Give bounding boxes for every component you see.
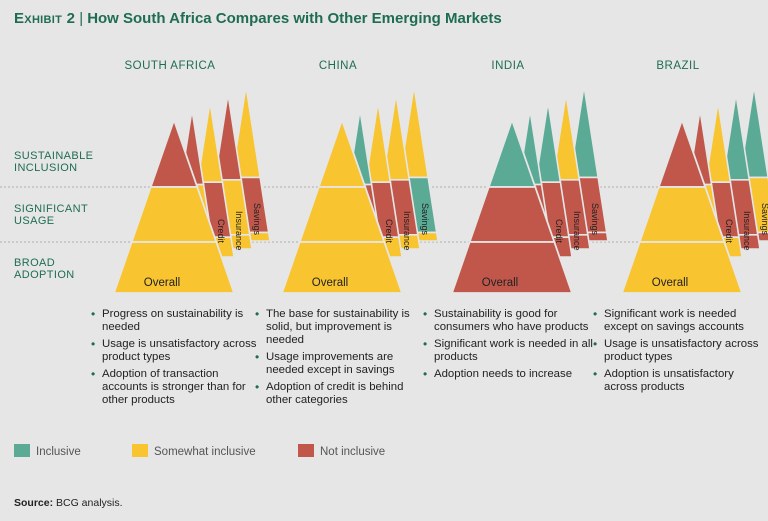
product-label: Credit: [724, 219, 734, 244]
overall-pyramid: Overall: [620, 117, 744, 294]
bullet-item: Significant work is needed in all produc…: [423, 338, 599, 364]
overall-pyramid: Overall: [450, 117, 574, 294]
product-label: Credit: [554, 219, 564, 244]
bullet-item: The base for sustainability is solid, bu…: [255, 308, 431, 347]
overall-pyramid: Overall: [280, 117, 404, 294]
legend-swatch: [14, 444, 30, 457]
bullet-item: Usage is unsatisfactory across product t…: [91, 338, 267, 364]
row-label: SUSTAINABLE: [14, 150, 93, 162]
market-title: CHINA: [319, 60, 357, 72]
overall-band: [280, 241, 404, 294]
overall-label: Overall: [144, 277, 180, 289]
legend-not-inclusive: Not inclusive: [298, 444, 385, 458]
bullet-item: Progress on sustainability is needed: [91, 308, 267, 334]
product-label: Insurance: [234, 211, 244, 251]
legend-inclusive: Inclusive: [14, 444, 81, 458]
overall-band: [450, 241, 574, 294]
market-title: INDIA: [491, 60, 524, 72]
bullet-item: Adoption needs to increase: [423, 368, 599, 381]
product-label: Savings: [590, 203, 600, 236]
exhibit-number: Exhibit 2: [14, 10, 76, 27]
legend-swatch: [298, 444, 314, 457]
market-china: CHINASavingsInsuranceCreditTransactionOv…: [280, 60, 439, 294]
title-separator: |: [79, 10, 84, 27]
bullet-item: Adoption of credit is behind other categ…: [255, 381, 431, 407]
bullet-item: Usage improvements are needed except in …: [255, 351, 431, 377]
legend-label: Not inclusive: [320, 446, 386, 458]
product-label: Savings: [252, 203, 262, 236]
row-label: ADOPTION: [14, 269, 75, 281]
market-south-africa: SOUTH AFRICASavingsInsuranceCreditTransa…: [112, 60, 271, 294]
exhibit-heading: How South Africa Compares with Other Eme…: [87, 10, 502, 27]
row-label: USAGE: [14, 215, 55, 227]
market-bullets-brazil: Significant work is needed except on sav…: [590, 308, 768, 398]
source-note: Source: BCG analysis.: [14, 497, 123, 509]
product-label: Insurance: [402, 211, 412, 251]
market-bullets-china: The base for sustainability is solid, bu…: [252, 308, 431, 411]
source-text: BCG analysis.: [53, 497, 123, 509]
market-bullets-south-africa: Progress on sustainability is needed Usa…: [88, 308, 267, 411]
legend-somewhat-inclusive: Somewhat inclusive: [132, 444, 256, 458]
overall-label: Overall: [482, 277, 518, 289]
market-title: SOUTH AFRICA: [125, 60, 216, 72]
legend-swatch: [132, 444, 148, 457]
overall-pyramid: Overall: [112, 117, 236, 294]
product-label: Savings: [420, 203, 430, 236]
bullet-item: Adoption of transaction accounts is stro…: [91, 368, 267, 407]
row-label: BROAD: [14, 257, 55, 269]
bullet-item: Adoption is unsatisfactory across produc…: [593, 368, 768, 394]
market-brazil: BRAZILSavingsInsuranceCreditTransactionO…: [620, 60, 768, 294]
product-label: Credit: [216, 219, 226, 244]
product-label: Credit: [384, 219, 394, 244]
overall-band: [620, 241, 744, 294]
product-label: Insurance: [572, 211, 582, 251]
row-label: SIGNIFICANT: [14, 203, 88, 215]
overall-band: [112, 241, 236, 294]
legend-label: Inclusive: [36, 446, 81, 458]
product-label: Insurance: [742, 211, 752, 251]
bullet-item: Sustainability is good for consumers who…: [423, 308, 599, 334]
bullet-item: Significant work is needed except on sav…: [593, 308, 768, 334]
exhibit-title: Exhibit 2 | How South Africa Compares with…: [14, 10, 502, 27]
overall-label: Overall: [312, 277, 348, 289]
product-label: Savings: [760, 203, 768, 236]
overall-label: Overall: [652, 277, 688, 289]
legend-label: Somewhat inclusive: [154, 446, 256, 458]
market-title: BRAZIL: [656, 60, 699, 72]
market-india: INDIASavingsInsuranceCreditTransactionOv…: [450, 60, 609, 294]
market-bullets-india: Sustainability is good for consumers who…: [420, 308, 599, 385]
source-label: Source:: [14, 497, 54, 509]
row-label: INCLUSION: [14, 162, 78, 174]
market-pyramids: SOUTH AFRICASavingsInsuranceCreditTransa…: [112, 60, 768, 294]
bullet-item: Usage is unsatisfactory across product t…: [593, 338, 768, 364]
